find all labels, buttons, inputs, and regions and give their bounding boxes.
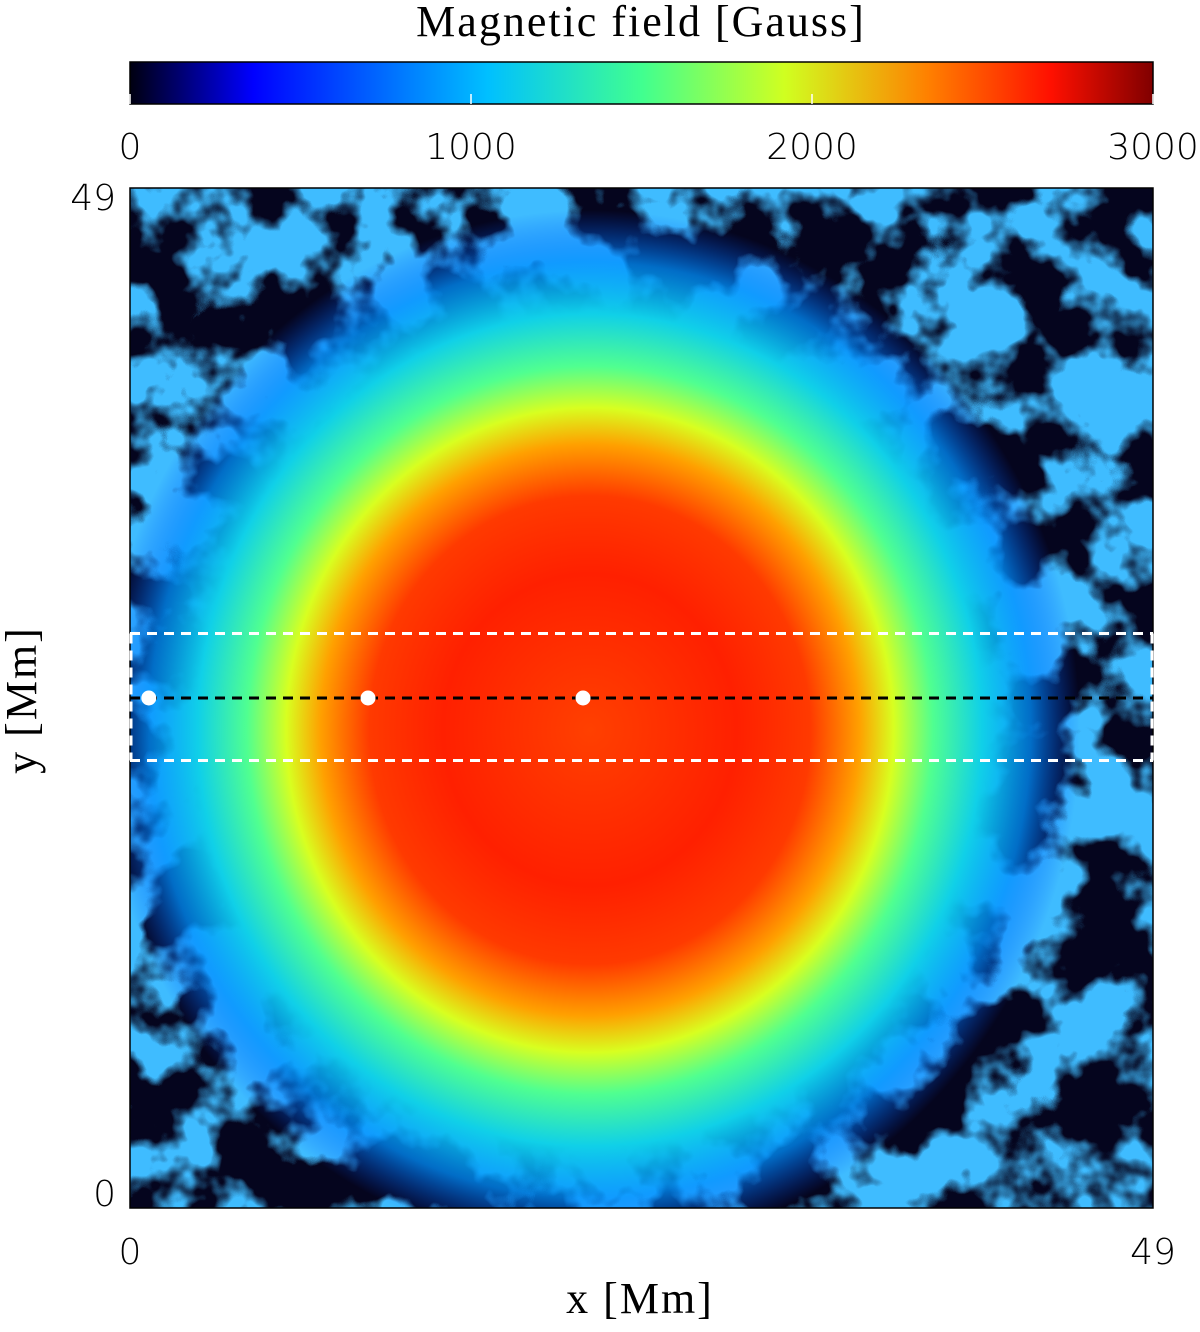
x-tick-label: 0 xyxy=(119,1232,142,1273)
colorbar-tick-label: 2000 xyxy=(766,127,858,168)
colorbar-tick-label: 0 xyxy=(119,127,142,168)
colorbar-tick-label: 1000 xyxy=(425,127,517,168)
x-axis-label: x [Mm] xyxy=(566,1274,714,1323)
colorbar xyxy=(129,61,1154,105)
x-tick-label: 49 xyxy=(1130,1232,1176,1273)
sunspot xyxy=(130,210,1080,1208)
colorbar-title: Magnetic field [Gauss] xyxy=(416,0,866,46)
y-axis-label: y [Mm] xyxy=(0,626,46,774)
colorbar-tick-label: 3000 xyxy=(1107,127,1199,168)
heatmap xyxy=(130,188,1153,1208)
marker xyxy=(575,690,591,706)
y-tick-label: 0 xyxy=(93,1174,116,1215)
marker xyxy=(141,690,157,706)
marker xyxy=(360,690,376,706)
y-tick-label: 49 xyxy=(70,178,116,219)
